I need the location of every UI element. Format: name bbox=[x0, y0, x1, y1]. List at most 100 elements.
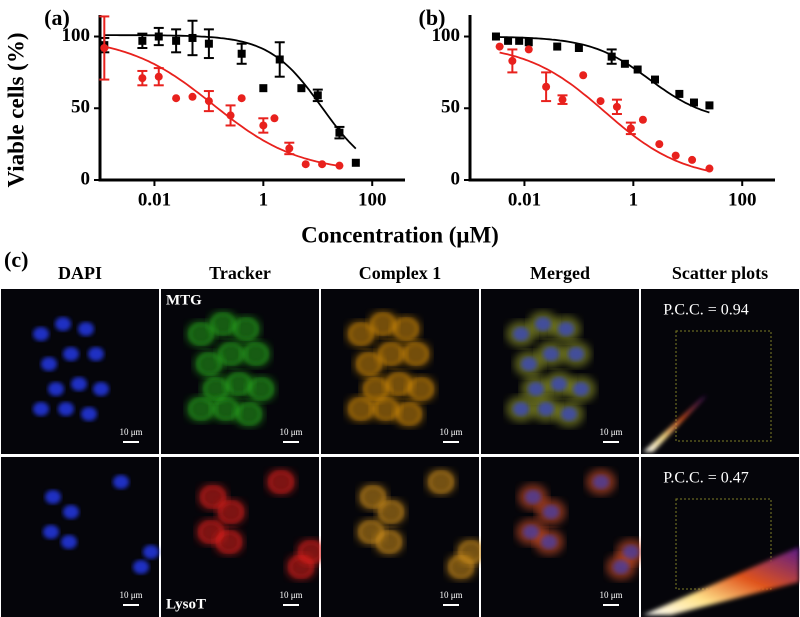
nucleus bbox=[55, 317, 71, 331]
cell-outline bbox=[357, 353, 381, 375]
data-point bbox=[188, 33, 197, 42]
panel-bg bbox=[1, 457, 159, 617]
data-point bbox=[705, 101, 714, 110]
nucleus bbox=[513, 402, 529, 416]
cell-outline bbox=[379, 501, 403, 523]
cell-outline bbox=[189, 323, 213, 345]
nucleus bbox=[33, 327, 49, 341]
nucleus bbox=[63, 347, 79, 361]
nucleus bbox=[535, 317, 551, 331]
data-point bbox=[515, 36, 524, 45]
scale-bar-label: 10 μm bbox=[599, 427, 622, 437]
scale-bar-label: 10 μm bbox=[119, 590, 142, 600]
scale-bar-label: 10 μm bbox=[279, 590, 302, 600]
cell-outline bbox=[234, 318, 258, 340]
x-tick-label: 1 bbox=[629, 189, 639, 210]
data-point bbox=[100, 44, 109, 52]
cell-outline bbox=[219, 501, 243, 523]
micrograph: 10 μm bbox=[1, 289, 159, 454]
data-point bbox=[633, 65, 642, 74]
nucleus bbox=[543, 505, 559, 519]
y-axis-label: Viable cells (%) bbox=[3, 32, 28, 187]
cell-outline bbox=[201, 486, 225, 508]
x-tick-label: 0.01 bbox=[508, 189, 541, 210]
panel-label: (c) bbox=[4, 247, 28, 272]
tracker-label: LysoT bbox=[166, 596, 206, 612]
fit-curve bbox=[499, 51, 710, 172]
micrograph: 10 μm bbox=[321, 457, 486, 617]
data-point bbox=[542, 82, 551, 91]
nucleus bbox=[133, 560, 149, 574]
data-point bbox=[524, 45, 533, 54]
nucleus bbox=[558, 322, 574, 336]
nucleus bbox=[525, 490, 541, 504]
data-point bbox=[638, 115, 647, 124]
cell-outline bbox=[269, 471, 293, 493]
data-point bbox=[351, 158, 360, 167]
pcc-label: P.C.C. = 0.94 bbox=[663, 302, 749, 319]
data-point bbox=[504, 36, 513, 45]
nucleus bbox=[93, 382, 109, 396]
x-axis-label: Concentration (μM) bbox=[301, 222, 499, 247]
data-point bbox=[318, 160, 327, 169]
nucleus bbox=[41, 357, 57, 371]
scale-bar-label: 10 μm bbox=[439, 590, 462, 600]
cell-outline bbox=[429, 471, 453, 493]
threshold-box bbox=[675, 330, 772, 442]
cell-outline bbox=[197, 353, 221, 375]
nucleus bbox=[78, 322, 94, 336]
panel-label: (b) bbox=[419, 5, 446, 30]
scale-bar-label: 10 μm bbox=[599, 590, 622, 600]
nucleus bbox=[573, 382, 589, 396]
data-point bbox=[313, 91, 322, 100]
nucleus bbox=[538, 402, 554, 416]
y-tick-label: 100 bbox=[62, 25, 91, 46]
data-point bbox=[138, 36, 147, 45]
column-header: Complex 1 bbox=[359, 263, 442, 283]
data-point bbox=[237, 94, 246, 103]
data-point bbox=[259, 84, 268, 93]
cell-outline bbox=[397, 403, 421, 425]
cell-outline bbox=[394, 318, 418, 340]
data-point bbox=[524, 38, 533, 47]
nucleus bbox=[63, 505, 79, 519]
data-point bbox=[172, 36, 181, 45]
tracker-label: MTG bbox=[166, 292, 202, 308]
data-point bbox=[655, 140, 664, 149]
data-point bbox=[495, 42, 504, 51]
nucleus bbox=[43, 525, 59, 539]
data-point bbox=[675, 89, 684, 98]
cell-outline bbox=[349, 323, 373, 345]
cell-outline bbox=[189, 398, 213, 420]
cell-outline bbox=[387, 373, 411, 395]
nucleus bbox=[71, 377, 87, 391]
y-tick-label: 50 bbox=[441, 97, 460, 118]
nucleus bbox=[33, 402, 49, 416]
fit-curve bbox=[496, 36, 710, 114]
cell-outline bbox=[377, 531, 401, 553]
data-point bbox=[204, 39, 213, 48]
column-header: DAPI bbox=[58, 263, 102, 283]
x-tick-label: 1 bbox=[259, 189, 269, 210]
y-tick-label: 0 bbox=[81, 168, 91, 189]
data-point bbox=[650, 75, 659, 84]
data-point bbox=[301, 160, 310, 169]
x-tick-label: 100 bbox=[358, 189, 387, 210]
cell-outline bbox=[214, 398, 238, 420]
cell-outline bbox=[244, 343, 268, 365]
nucleus bbox=[623, 545, 639, 559]
panel-bg bbox=[641, 289, 799, 454]
cell-outline bbox=[371, 313, 395, 335]
nucleus bbox=[58, 402, 74, 416]
nucleus bbox=[543, 347, 559, 361]
nucleus bbox=[613, 560, 629, 574]
cell-outline bbox=[374, 398, 398, 420]
nucleus bbox=[88, 347, 104, 361]
cell-outline bbox=[409, 378, 433, 400]
column-header: Tracker bbox=[209, 263, 271, 283]
nucleus bbox=[561, 407, 577, 421]
data-point bbox=[204, 97, 213, 106]
data-point bbox=[138, 74, 147, 83]
micrograph: P.C.C. = 0.47 bbox=[641, 457, 799, 617]
